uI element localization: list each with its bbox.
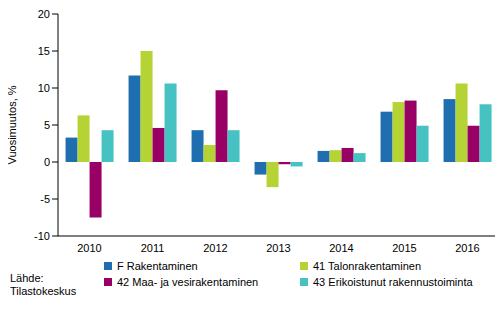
svg-text:20: 20: [38, 8, 50, 20]
svg-text:2012: 2012: [203, 242, 227, 254]
svg-text:2014: 2014: [329, 242, 353, 254]
svg-text:2013: 2013: [266, 242, 290, 254]
svg-text:2011: 2011: [141, 242, 165, 254]
html-text:43 Erikoistunut rakennustoimin: 43 Erikoistunut rakennustoiminta: [313, 276, 473, 288]
html-text:Lähde: Tilastokeskus: Lähde: Tilastokeskus: [10, 272, 77, 297]
html-text:41 Talonrakentaminen: 41 Talonrakentaminen: [313, 260, 421, 272]
svg-text:Vuosimuutos, %: Vuosimuutos, %: [8, 85, 18, 164]
svg-text:2015: 2015: [392, 242, 416, 254]
svg-text:0: 0: [44, 156, 50, 168]
svg-text:5: 5: [44, 119, 50, 131]
html-text:F Rakentaminen: F Rakentaminen: [117, 260, 198, 272]
svg-text:10: 10: [38, 82, 50, 94]
svg-text:-10: -10: [34, 230, 50, 242]
html-text:42 Maa- ja vesirakentaminen: 42 Maa- ja vesirakentaminen: [117, 276, 259, 288]
svg-text:2016: 2016: [455, 242, 479, 254]
svg-text:15: 15: [38, 45, 50, 57]
svg-text:-5: -5: [40, 193, 50, 205]
svg-text:2010: 2010: [77, 242, 101, 254]
